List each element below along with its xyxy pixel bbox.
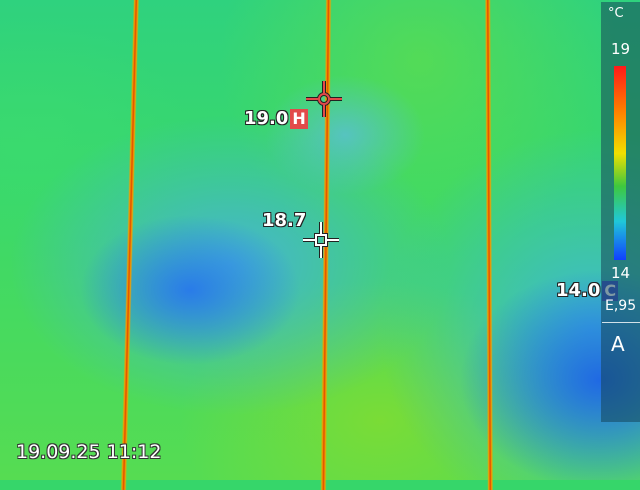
scale-unit-label: °C: [608, 6, 624, 21]
hot-spot-value: 19.0: [244, 108, 289, 129]
scale-divider: [602, 322, 640, 323]
cold-spot-value: 14.0: [556, 280, 601, 301]
emissivity-label: E,95: [605, 298, 637, 314]
color-palette-bar: [614, 66, 626, 260]
scale-min-label: 14: [611, 264, 631, 282]
heat-seam-left: [120, 0, 140, 490]
hot-spot-readout: 19.0 H: [244, 109, 308, 129]
center-spot-crosshair-icon: [303, 222, 339, 258]
capture-timestamp: 19.09.25 11:12: [16, 441, 162, 463]
hot-marker-badge: H: [290, 109, 308, 129]
scale-max-label: 19: [611, 40, 631, 58]
hot-spot-crosshair-icon: [306, 81, 342, 117]
center-spot-value: 18.7: [262, 210, 307, 231]
heat-seam-right: [484, 0, 494, 490]
auto-range-mode-label: A: [611, 332, 625, 356]
center-spot-readout: 18.7: [262, 212, 306, 230]
